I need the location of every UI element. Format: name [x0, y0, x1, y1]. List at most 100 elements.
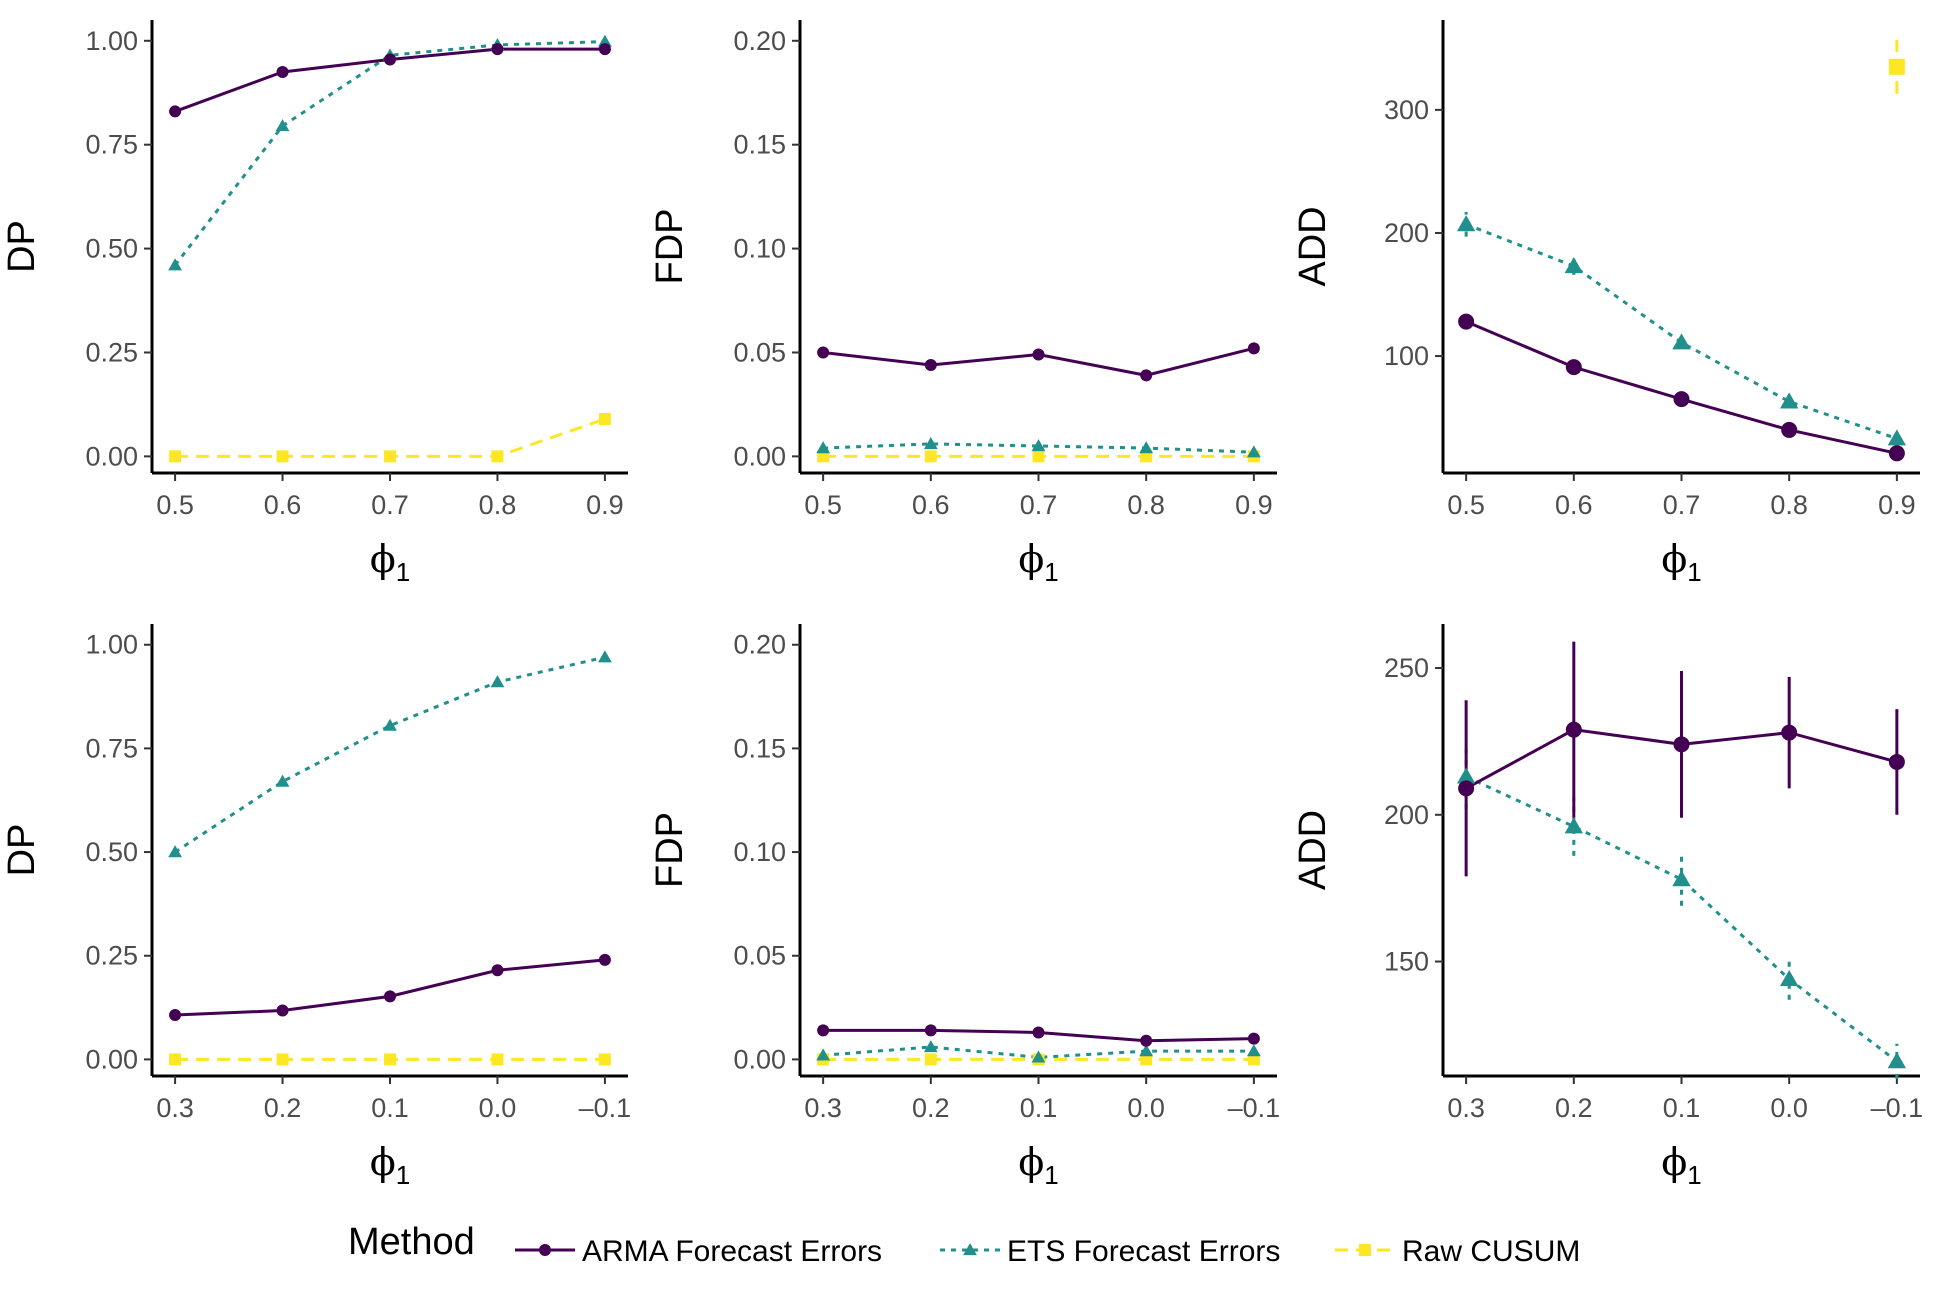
x-axis-title: ϕ1 — [370, 537, 410, 587]
series-line-ets — [174, 655, 606, 854]
data-point-ets — [1672, 333, 1691, 350]
data-point-raw — [491, 450, 504, 463]
data-point-arma — [598, 953, 611, 966]
data-point-ets — [816, 441, 831, 454]
x-axis-title: ϕ1 — [1661, 537, 1701, 587]
data-point-raw — [276, 450, 289, 463]
data-point-ets — [1564, 817, 1584, 834]
data-point-arma — [1247, 1032, 1260, 1045]
y-tick-label: 0.00 — [733, 1044, 786, 1074]
x-axis-title-subscript: 1 — [1044, 557, 1058, 587]
data-point-arma — [1565, 359, 1582, 376]
x-axis-title-symbol: ϕ — [1661, 537, 1687, 581]
y-tick-label: 0.75 — [85, 130, 138, 160]
data-point-arma — [1673, 736, 1690, 753]
data-point-ets — [168, 845, 182, 858]
y-tick-label: 100 — [1384, 341, 1429, 371]
y-tick-label: 1.00 — [85, 630, 138, 660]
x-axis-title-subscript: 1 — [396, 1160, 410, 1190]
y-tick-label: 0.05 — [733, 941, 786, 971]
x-axis-title-symbol: ϕ — [1661, 1140, 1687, 1184]
y-tick-label: 0.50 — [85, 837, 138, 867]
y-tick-label: 0.75 — [85, 733, 138, 763]
x-tick-label: 0.0 — [1770, 1093, 1808, 1123]
data-point-ets — [923, 437, 938, 450]
x-tick-label: 0.6 — [1555, 490, 1593, 520]
data-point-raw — [1888, 58, 1905, 75]
y-tick-label: 200 — [1384, 218, 1429, 248]
y-tick-label: 0.20 — [733, 26, 786, 56]
series-line-arma — [175, 958, 606, 1017]
data-point-arma — [491, 43, 504, 56]
x-tick-label: 0.1 — [1020, 1093, 1058, 1123]
data-point-raw — [1247, 1053, 1260, 1066]
series-line-ets — [1465, 775, 1898, 1063]
legend-title: Method — [348, 1221, 475, 1263]
data-point-ets — [490, 675, 505, 688]
x-tick-label: 0.7 — [371, 490, 409, 520]
y-tick-label: 0.25 — [85, 941, 138, 971]
y-axis-title: ADD — [1292, 810, 1334, 890]
y-tick-label: 0.00 — [733, 441, 786, 471]
data-point-ets — [816, 1048, 831, 1061]
data-point-ets — [598, 650, 612, 663]
legend-item-arma: ARMA Forecast Errors — [515, 1235, 882, 1268]
data-point-ets — [1246, 1044, 1261, 1057]
x-axis-title: ϕ1 — [370, 1140, 410, 1190]
legend-items: ARMA Forecast Errors ETS Forecast Errors R… — [515, 1235, 1580, 1268]
x-tick-label: 0.8 — [1127, 490, 1165, 520]
x-tick-label: 0.2 — [912, 1093, 950, 1123]
panel-bottom-fdp: 0.00 0.05 0.10 0.15 0.20 0.3 0.2 0.1 0.0 –0.1 FDP ϕ… — [649, 624, 1280, 1190]
data-point-ets — [1031, 1050, 1046, 1063]
data-point-ets — [1887, 429, 1907, 446]
x-tick-label: 0.0 — [479, 1093, 517, 1123]
x-tick-label: 0.9 — [1235, 490, 1273, 520]
data-point-raw — [491, 1053, 504, 1066]
data-point-raw — [1140, 450, 1153, 463]
series-line-ets — [1465, 222, 1898, 440]
x-axis-title-subscript: 1 — [396, 557, 410, 587]
data-point-ets — [1779, 392, 1799, 409]
data-point-arma — [276, 1004, 289, 1017]
data-point-raw — [1032, 450, 1045, 463]
x-tick-label: –0.1 — [1871, 1093, 1924, 1123]
y-tick-label: 0.10 — [733, 234, 786, 264]
x-tick-label: 0.5 — [1447, 490, 1485, 520]
x-tick-label: 0.8 — [1770, 490, 1808, 520]
data-point-arma — [924, 1024, 937, 1037]
y-tick-label: 0.20 — [733, 630, 786, 660]
data-point-arma — [1888, 445, 1905, 462]
y-tick-label: 1.00 — [85, 26, 138, 56]
legend-item-ets: ETS Forecast Errors — [940, 1235, 1280, 1268]
y-axis-title: FDP — [649, 812, 691, 888]
y-tick-label: 0.50 — [85, 234, 138, 264]
data-point-arma — [1781, 724, 1798, 741]
y-tick-label: 300 — [1384, 95, 1429, 125]
x-tick-label: 0.1 — [1663, 1093, 1701, 1123]
data-point-raw — [169, 450, 182, 463]
data-point-arma — [1781, 421, 1798, 438]
data-point-ets — [168, 258, 182, 271]
x-tick-label: 0.7 — [1663, 490, 1701, 520]
data-point-raw — [817, 450, 830, 463]
panels: 0.000.250.500.751.000.5 0.6 0.7 0.8 0.9DPϕ10… — [1, 20, 1923, 1190]
data-point-ets — [598, 34, 612, 47]
x-tick-label: 0.5 — [804, 490, 842, 520]
legend: Method ARMA Forecast Errors ETS Forecast … — [348, 1221, 1580, 1268]
x-tick-label: 0.2 — [264, 1093, 302, 1123]
y-tick-label: 0.10 — [733, 837, 786, 867]
data-point-ets — [1456, 767, 1476, 784]
x-tick-label: 0.8 — [479, 490, 517, 520]
data-point-arma — [169, 105, 182, 118]
x-axis-title: ϕ1 — [1018, 1140, 1058, 1190]
legend-key-marker — [963, 1243, 977, 1256]
legend-item-label: Raw CUSUM — [1402, 1235, 1580, 1268]
data-point-arma — [924, 358, 937, 371]
data-point-arma — [169, 1009, 182, 1022]
data-point-ets — [1779, 969, 1799, 987]
data-point-raw — [384, 450, 396, 463]
data-point-ets — [1887, 1052, 1907, 1069]
panel-top-fdp: 0.00 0.05 0.10 0.15 0.20 0.5 0.6 0.7 0.8 0.9 FDP ϕ1 — [649, 20, 1277, 587]
y-tick-label: 200 — [1384, 800, 1429, 830]
data-point-ets — [1456, 215, 1476, 232]
